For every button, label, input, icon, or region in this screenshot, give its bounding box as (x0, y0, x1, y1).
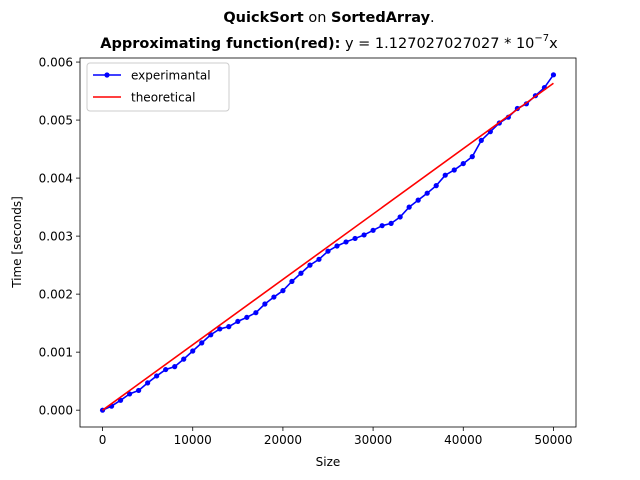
data-point-experimental (352, 235, 358, 242)
data-point-experimental (370, 227, 376, 233)
data-point-experimental (289, 278, 295, 284)
data-point-experimental (379, 223, 385, 229)
title-formula-suffix: x (549, 36, 558, 52)
y-tick-label: 0.000 (39, 403, 73, 417)
data-point-experimental (478, 137, 484, 143)
data-point-experimental (253, 310, 259, 316)
y-axis-label: Time [seconds] (10, 196, 24, 289)
data-point-experimental (136, 387, 142, 394)
data-point-experimental (406, 204, 412, 210)
data-point-experimental (325, 248, 331, 254)
data-point-experimental (127, 391, 133, 397)
y-tick-label: 0.006 (39, 55, 73, 69)
data-point-experimental (334, 243, 340, 249)
legend-experimental-label: experimantal (131, 69, 211, 83)
y-axis-ticks: 0.000 0.001 0.002 0.003 0.004 0.005 0.006 (39, 55, 80, 417)
data-point-experimental (154, 373, 160, 379)
data-point-experimental (451, 167, 457, 173)
title-algorithm: QuickSort (223, 10, 303, 26)
chart-title-line-1: QuickSort on SortedArray. (223, 10, 434, 26)
data-point-experimental (307, 262, 313, 268)
legend-theoretical-label: theoretical (131, 91, 195, 105)
axes-frame (79, 57, 577, 428)
y-tick-label: 0.005 (39, 113, 73, 127)
title-suffix: . (430, 10, 435, 26)
y-tick-label: 0.003 (39, 229, 73, 243)
y-tick-label: 0.004 (39, 171, 73, 185)
data-point-experimental (442, 172, 448, 178)
chart-title-line-2: Approximating function(red): y = 1.12702… (100, 33, 558, 52)
data-point-experimental (172, 364, 178, 370)
data-point-experimental (415, 197, 421, 203)
title-function-label: Approximating function(red): (100, 36, 340, 52)
data-point-experimental (190, 348, 196, 354)
data-point-experimental (388, 220, 394, 226)
title-connector: on (304, 10, 331, 26)
data-point-experimental (469, 154, 475, 160)
plot-area (99, 72, 557, 413)
x-axis-label: Size (316, 455, 341, 469)
series-line-experimental (102, 74, 555, 411)
data-point-experimental (298, 270, 304, 276)
legend: experimantal theoretical (86, 62, 230, 112)
title-formula-exponent: −7 (534, 33, 549, 44)
data-point-experimental (433, 183, 439, 189)
data-point-experimental (145, 380, 151, 386)
data-point-experimental (163, 366, 169, 373)
legend-box (86, 62, 230, 112)
data-point-experimental (199, 340, 205, 346)
data-point-experimental (424, 190, 430, 196)
x-tick-label: 20000 (264, 433, 302, 447)
data-point-experimental (343, 239, 349, 245)
data-point-experimental (181, 356, 187, 362)
data-point-experimental (235, 318, 241, 325)
data-point-experimental (271, 294, 277, 300)
data-point-experimental (361, 232, 367, 238)
data-point-experimental (262, 301, 268, 307)
x-axis-ticks: 0 10000 20000 30000 40000 50000 (99, 427, 573, 447)
x-tick-label: 40000 (444, 433, 482, 447)
x-tick-label: 0 (99, 433, 107, 447)
title-input: SortedArray (331, 10, 431, 26)
data-point-experimental (280, 288, 286, 294)
x-tick-label: 10000 (174, 433, 212, 447)
data-point-experimental (397, 214, 403, 220)
data-point-experimental (226, 324, 232, 330)
data-point-experimental (316, 256, 322, 262)
x-tick-label: 30000 (354, 433, 392, 447)
title-formula: y = 1.127027027027 * 10 (340, 36, 534, 52)
legend-experimental-marker (104, 72, 110, 78)
data-point-experimental (217, 326, 223, 332)
data-point-experimental (244, 314, 250, 320)
y-tick-label: 0.002 (39, 287, 73, 301)
data-point-experimental (550, 72, 557, 78)
x-tick-label: 50000 (534, 433, 572, 447)
data-point-experimental (460, 160, 466, 167)
y-tick-label: 0.001 (39, 345, 73, 359)
series-line-theoretical (102, 82, 554, 411)
